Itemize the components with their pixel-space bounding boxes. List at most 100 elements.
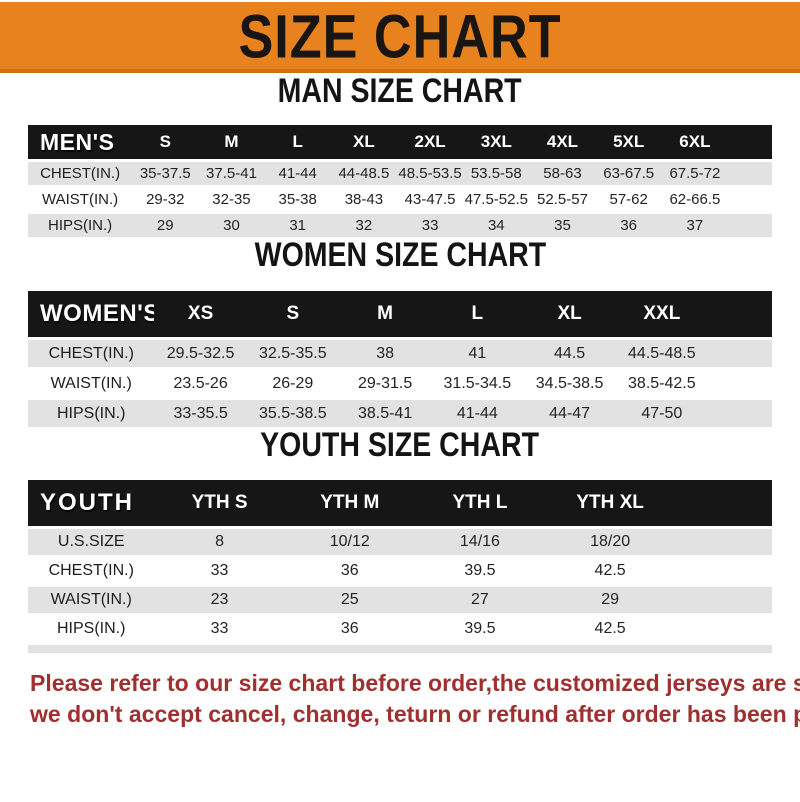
man-size-section: MAN SIZE CHART MEN'S S M L XL 2XL 3XL 4XL 5XL 6XL… [0, 71, 800, 237]
size-column-header: L [431, 291, 524, 339]
size-value-cell: 32 [330, 211, 397, 237]
size-value-cell: 63-67.5 [595, 159, 662, 187]
youth-section-heading: YOUTH SIZE CHART [260, 425, 540, 464]
size-value-cell: 31.5-34.5 [431, 367, 524, 399]
size-value-cell: 53.5-58 [463, 159, 530, 187]
size-value-cell: 37.5-41 [198, 159, 265, 187]
row-label: WAIST(IN.) [28, 185, 133, 213]
filler-cell [707, 337, 772, 369]
filler-cell [728, 211, 772, 237]
table-row: HIPS(IN.) 33 36 39.5 42.5 [28, 613, 772, 644]
filler-cell [707, 397, 772, 427]
size-value-cell: 33-35.5 [154, 397, 247, 427]
womens-size-table: WOMEN'S XS S M L XL XXL CHEST(IN.) 29.5-32.5 32.5… [28, 291, 772, 427]
table-row: CHEST(IN.) 33 36 39.5 42.5 [28, 555, 772, 586]
size-value-cell: 29-32 [132, 185, 199, 213]
size-value-cell: 39.5 [414, 555, 546, 586]
size-value-cell: 25 [284, 584, 415, 615]
table-title-cell: WOMEN'S [28, 291, 155, 339]
row-label: U.S.SIZE [28, 526, 155, 557]
size-value-cell: 67.5-72 [661, 159, 728, 187]
size-value-cell: 33 [154, 555, 285, 586]
size-value-cell: 23.5-26 [154, 367, 247, 399]
filler-cell [675, 555, 772, 586]
table-row: CHEST(IN.) 29.5-32.5 32.5-35.5 38 41 44.5 44.5… [28, 337, 772, 369]
size-value-cell: 62-66.5 [661, 185, 728, 213]
table-title-cell: MEN'S [28, 125, 133, 161]
size-column-header: YTH S [154, 480, 285, 528]
size-value-cell: 35-37.5 [132, 159, 199, 187]
size-value-cell: 36 [284, 613, 415, 644]
youth-size-section: YOUTH SIZE CHART YOUTH YTH S YTH M YTH L YTH… [0, 425, 800, 653]
table-header-row: WOMEN'S XS S M L XL XXL [28, 291, 772, 339]
women-size-section: WOMEN SIZE CHART WOMEN'S XS S M L XL XXL CHEST(… [0, 235, 800, 427]
size-column-header: XL [330, 125, 397, 161]
size-value-cell: 32-35 [198, 185, 265, 213]
size-value-cell: 42.5 [545, 613, 676, 644]
row-label: HIPS(IN.) [28, 613, 155, 644]
row-label: HIPS(IN.) [28, 397, 155, 427]
size-value-cell: 47-50 [615, 397, 708, 427]
size-value-cell: 29-31.5 [338, 367, 432, 399]
row-label: WAIST(IN.) [28, 367, 155, 399]
size-column-header: 4XL [529, 125, 596, 161]
man-section-heading: MAN SIZE CHART [277, 71, 523, 110]
filler-cell [675, 526, 772, 557]
row-label: CHEST(IN.) [28, 159, 133, 187]
size-value-cell: 35 [529, 211, 596, 237]
size-value-cell: 35.5-38.5 [246, 397, 339, 427]
filler-cell [707, 367, 772, 399]
row-label: HIPS(IN.) [28, 211, 133, 237]
size-value-cell: 35-38 [264, 185, 331, 213]
size-value-cell: 57-62 [595, 185, 662, 213]
table-bottom-strip [28, 642, 772, 653]
table-row: WAIST(IN.) 29-32 32-35 35-38 38-43 43-47.5 47.… [28, 185, 772, 213]
mens-size-table: MEN'S S M L XL 2XL 3XL 4XL 5XL 6XL CHEST(IN.) 35-37… [28, 125, 772, 237]
filler-cell [728, 159, 772, 187]
size-value-cell: 38 [338, 337, 432, 369]
filler-cell [728, 185, 772, 213]
disclaimer-line-2: we don't accept cancel, change, teturn o… [30, 701, 800, 727]
size-column-header: S [132, 125, 199, 161]
size-value-cell: 44-48.5 [330, 159, 397, 187]
disclaimer-line-1: Please refer to our size chart before or… [30, 670, 800, 696]
size-column-header: YTH XL [545, 480, 676, 528]
size-value-cell: 44.5-48.5 [615, 337, 708, 369]
size-value-cell: 33 [154, 613, 285, 644]
size-value-cell: 47.5-52.5 [463, 185, 530, 213]
size-column-header: M [198, 125, 265, 161]
table-row: CHEST(IN.) 35-37.5 37.5-41 41-44 44-48.5 48.5… [28, 159, 772, 187]
filler-cell [675, 480, 772, 528]
bottom-strip-cell [28, 642, 772, 653]
size-column-header: S [246, 291, 339, 339]
size-column-header: XL [523, 291, 616, 339]
size-value-cell: 26-29 [246, 367, 339, 399]
size-chart-banner: SIZE CHART [0, 1, 800, 73]
size-value-cell: 38.5-42.5 [615, 367, 708, 399]
size-value-cell: 48.5-53.5 [396, 159, 464, 187]
size-value-cell: 31 [264, 211, 331, 237]
size-column-header: L [264, 125, 331, 161]
size-column-header: XS [154, 291, 247, 339]
size-value-cell: 44-47 [523, 397, 616, 427]
table-row: WAIST(IN.) 23 25 27 29 [28, 584, 772, 615]
table-row: HIPS(IN.) 29 30 31 32 33 34 35 36 37 [28, 211, 772, 237]
filler-cell [728, 125, 772, 161]
size-value-cell: 41 [431, 337, 524, 369]
table-header-row: MEN'S S M L XL 2XL 3XL 4XL 5XL 6XL [28, 125, 772, 161]
size-value-cell: 36 [595, 211, 662, 237]
size-value-cell: 29.5-32.5 [154, 337, 247, 369]
women-section-heading: WOMEN SIZE CHART [254, 235, 546, 274]
size-column-header: 3XL [463, 125, 530, 161]
size-value-cell: 30 [198, 211, 265, 237]
size-column-header: 2XL [396, 125, 464, 161]
row-label: WAIST(IN.) [28, 584, 155, 615]
size-value-cell: 36 [284, 555, 415, 586]
size-column-header: YTH M [284, 480, 415, 528]
size-value-cell: 27 [414, 584, 546, 615]
size-value-cell: 44.5 [523, 337, 616, 369]
size-column-header: 5XL [595, 125, 662, 161]
size-value-cell: 29 [132, 211, 199, 237]
size-column-header: YTH L [414, 480, 546, 528]
youth-size-table: YOUTH YTH S YTH M YTH L YTH XL U.S.SIZE 8 10/12… [28, 480, 772, 653]
